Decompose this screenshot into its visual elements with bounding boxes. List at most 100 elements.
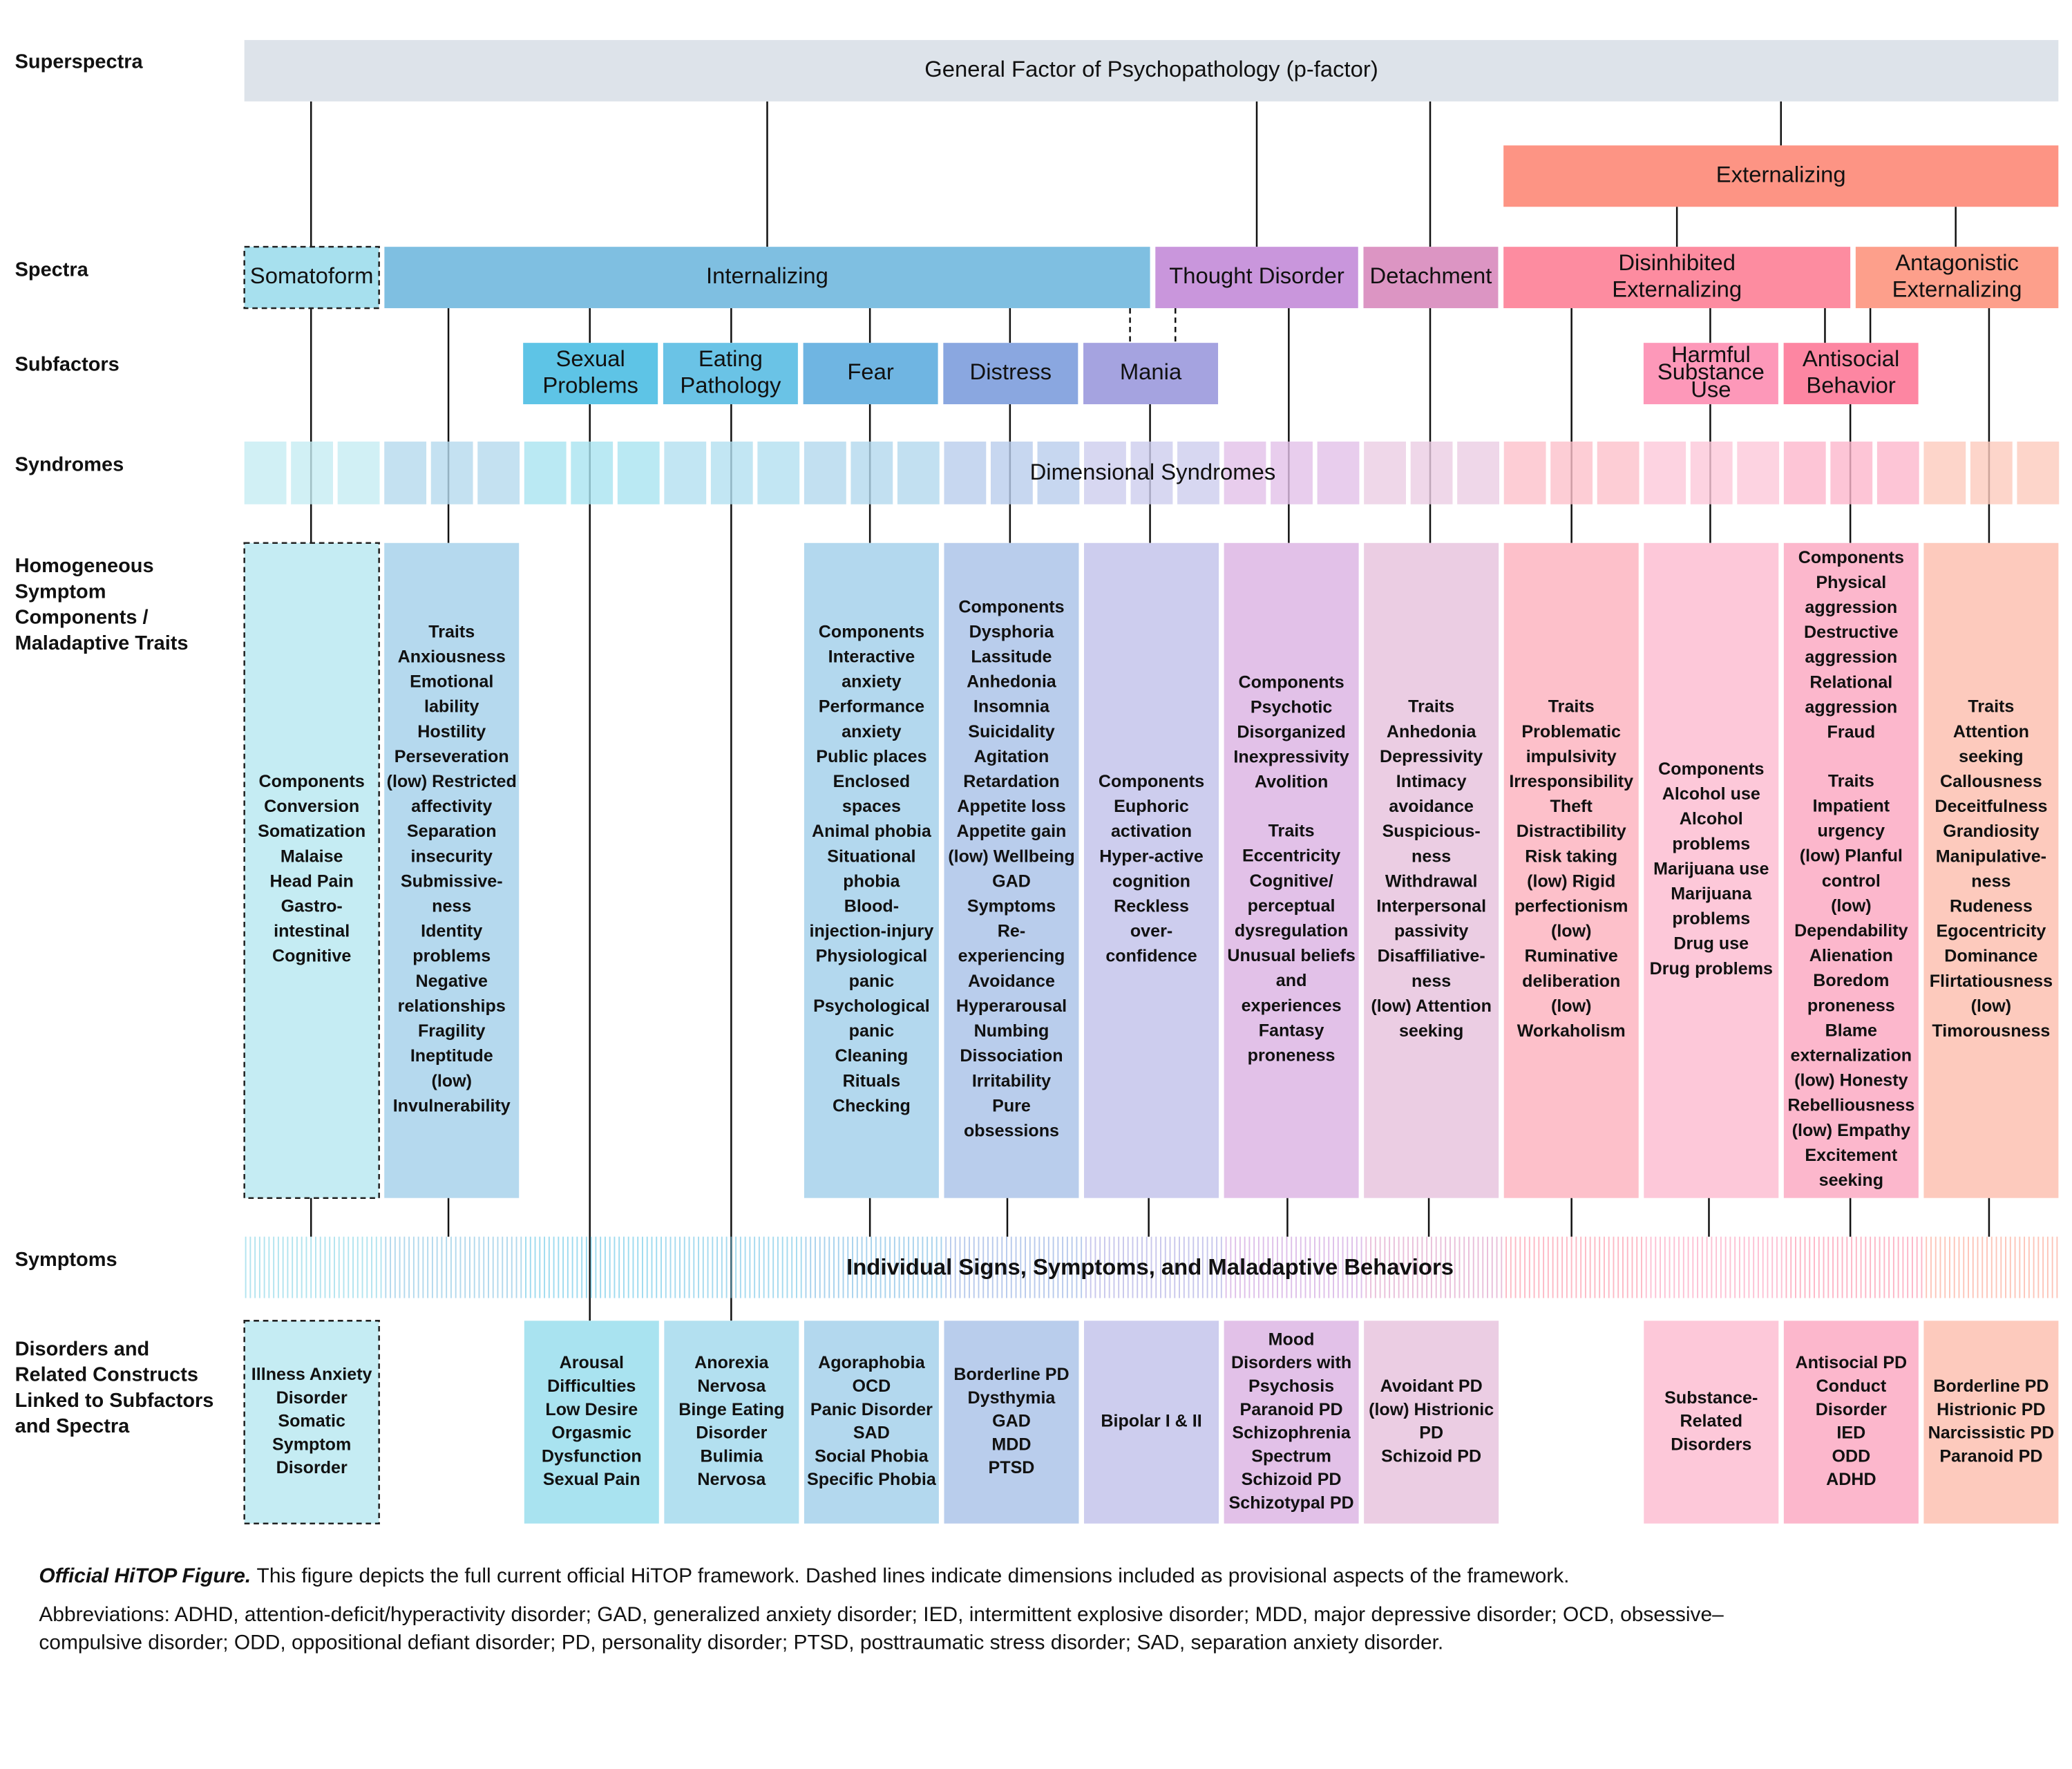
component-item: Disaffiliative- (1378, 947, 1485, 966)
component-item: Identity (421, 922, 482, 941)
syndrome-cell (990, 442, 1033, 504)
syndrome-cell (850, 442, 893, 504)
disorder-item: Spectrum (1251, 1446, 1331, 1466)
component-item: proneness (1248, 1046, 1336, 1065)
component-item: Boredom (1813, 971, 1889, 990)
component-item: cognition (1112, 871, 1190, 891)
component-heading: Traits (1268, 822, 1315, 841)
component-item: Cognitive (272, 947, 351, 966)
syndrome-cell (1737, 442, 1780, 504)
disorder-item: Bulimia (701, 1446, 764, 1466)
component-item: Fraud (1827, 722, 1876, 741)
superspectrum: General Factor of Psychopathology (p-fac… (924, 56, 1378, 82)
disorder-item: ADHD (1826, 1470, 1876, 1489)
component-item: problems (412, 947, 491, 966)
disorder-box (1644, 1321, 1779, 1524)
disorder-item: Panic Disorder (810, 1400, 933, 1419)
component-item: Deceitfulness (1935, 797, 2047, 816)
spectrum: Antagonistic (1895, 249, 2019, 275)
superspectrum-box (1503, 145, 2059, 207)
component-item: Performance (819, 697, 924, 717)
syndrome-cell (1644, 442, 1686, 504)
component-item: impulsivity (1526, 747, 1617, 766)
component-item: Avolition (1255, 773, 1328, 792)
component-item: Relational (1809, 672, 1892, 692)
disorder-item: Specific Phobia (807, 1470, 937, 1489)
component-item: Invulnerability (393, 1096, 511, 1115)
disorder-item: Somatic (278, 1412, 345, 1431)
row-label: Disorders and (15, 1338, 150, 1360)
syndrome-cell (1970, 442, 2013, 504)
component-item: Intimacy (1396, 772, 1467, 791)
abbreviations: compulsive disorder; ODD, oppositional d… (39, 1631, 1443, 1654)
component-item: Head Pain (270, 871, 354, 891)
component-item: Enclosed (833, 772, 911, 791)
component-item: Submissive- (401, 871, 503, 891)
subfactor: Antisocial (1803, 346, 1899, 371)
spectrum: Externalizing (1892, 276, 2022, 302)
disorder-item: Borderline PD (1933, 1377, 2049, 1396)
syndrome-cell (944, 442, 987, 504)
syndrome-cell (1271, 442, 1313, 504)
subfactor: Mania (1120, 359, 1182, 384)
component-box (944, 542, 1079, 1198)
component-item: Destructive (1804, 623, 1899, 642)
disorder-item: PTSD (989, 1458, 1035, 1477)
syndrome-cell (897, 442, 940, 504)
syndrome-cell (757, 442, 800, 504)
component-heading: Components (259, 772, 365, 791)
component-item: Dominance (1944, 947, 2037, 966)
spectrum: Detachment (1370, 263, 1492, 288)
syndrome-cell (384, 442, 427, 504)
component-item: Perseveration (395, 747, 509, 766)
disorder-item: Agoraphobia (818, 1353, 926, 1372)
component-item: Egocentricity (1936, 922, 2046, 941)
disorder-item: Nervosa (697, 1470, 766, 1489)
spectrum-box (243, 245, 380, 310)
disorder-item: Symptom (272, 1435, 351, 1454)
disorder-item: Low Desire (545, 1400, 638, 1419)
component-item: externalization (1791, 1046, 1912, 1065)
component-item: Depressivity (1380, 747, 1483, 766)
disorder-item: Social Phobia (815, 1446, 929, 1466)
component-item: Avoidance (968, 972, 1055, 991)
spectrum-box (1363, 247, 1499, 308)
component-item: affectivity (411, 797, 492, 816)
component-item: ness (1412, 972, 1451, 991)
component-item: ness (432, 897, 471, 916)
row-label: Maladaptive Traits (15, 632, 189, 654)
disorder-item: Illness Anxiety (251, 1365, 372, 1384)
syndrome-cell (617, 442, 660, 504)
component-item: Lassitude (971, 647, 1052, 667)
syndrome-cell (1364, 442, 1406, 504)
component-item: control (1822, 871, 1881, 891)
component-heading: Components (958, 597, 1064, 616)
component-item: injection-injury (810, 922, 934, 941)
disorder-item: Narcissistic PD (1928, 1423, 2055, 1443)
row-label: Related Constructs (15, 1364, 198, 1386)
syndrome-cell (1597, 442, 1639, 504)
disorder-item: PD (1419, 1423, 1443, 1443)
syndrome-cell (1410, 442, 1453, 504)
component-item: Marijuana (1671, 884, 1752, 903)
subfactor: Harmful (1671, 341, 1751, 367)
subfactor: Pathology (680, 372, 781, 398)
syndrome-cell (664, 442, 707, 504)
syndrome-cell (1876, 442, 1919, 504)
component-box (243, 542, 380, 1199)
row-label: Symptoms (15, 1249, 117, 1271)
spectrum: Somatoform (250, 263, 374, 288)
component-item: Attention (1953, 722, 2029, 741)
component-item: aggression (1805, 598, 1897, 617)
component-item: Re- (998, 922, 1025, 941)
syndrome-cell (1923, 442, 1966, 504)
syndrome-cell (1830, 442, 1873, 504)
component-item: Workaholism (1517, 1021, 1626, 1041)
component-item: avoidance (1389, 797, 1474, 816)
disorder-item: Bipolar I & II (1101, 1412, 1201, 1431)
component-item: (low) (1971, 996, 2012, 1016)
component-item: urgency (1818, 822, 1885, 841)
disorder-box (1923, 1321, 2059, 1524)
spectrum: Disinhibited (1618, 249, 1736, 275)
component-item: Numbing (974, 1021, 1049, 1041)
